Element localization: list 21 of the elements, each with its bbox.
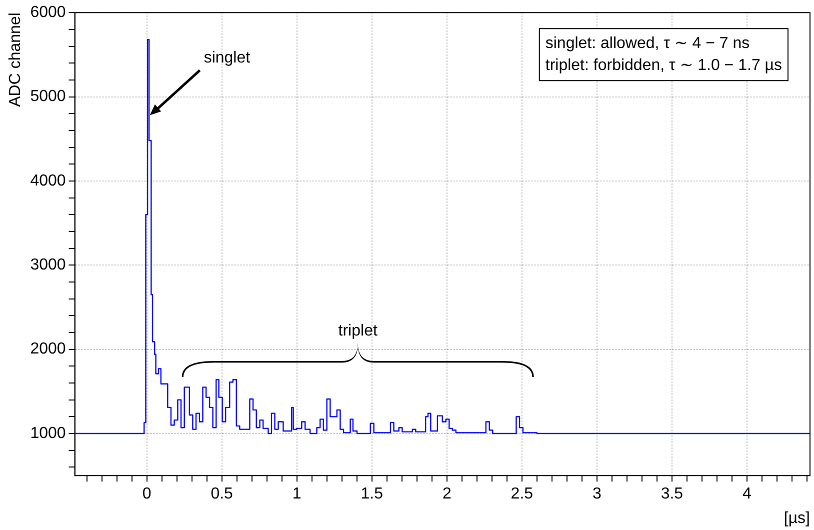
x-tick-label: 1.5 xyxy=(360,486,384,503)
y-tick-label: 5000 xyxy=(30,88,66,106)
x-tick-label: 3 xyxy=(592,486,602,503)
y-tick-label: 3000 xyxy=(30,256,66,274)
x-tick-label: 4 xyxy=(742,486,752,503)
y-tick-label: 4000 xyxy=(30,172,66,190)
annotation: singlet: allowed, τ ∼ 4 − 7 ns xyxy=(545,35,750,52)
y-tick-label: 6000 xyxy=(30,4,66,22)
x-tick-label: 0 xyxy=(142,486,152,503)
x-tick-label: 1 xyxy=(292,486,302,503)
annotation: triplet xyxy=(338,322,378,340)
x-axis-title: [µs] xyxy=(784,510,810,527)
y-tick-label: 2000 xyxy=(30,340,66,358)
y-tick-label: 1000 xyxy=(30,424,66,442)
x-tick-label: 2 xyxy=(442,486,452,503)
x-tick-label: 2.5 xyxy=(510,486,534,503)
y-axis-title: ADC channel xyxy=(7,12,24,107)
x-tick-label: 0.5 xyxy=(210,486,234,503)
annotation: triplet: forbidden, τ ∼ 1.0 − 1.7 µs xyxy=(545,57,782,74)
annotation: singlet xyxy=(204,50,251,67)
x-tick-label: 3.5 xyxy=(660,486,684,503)
